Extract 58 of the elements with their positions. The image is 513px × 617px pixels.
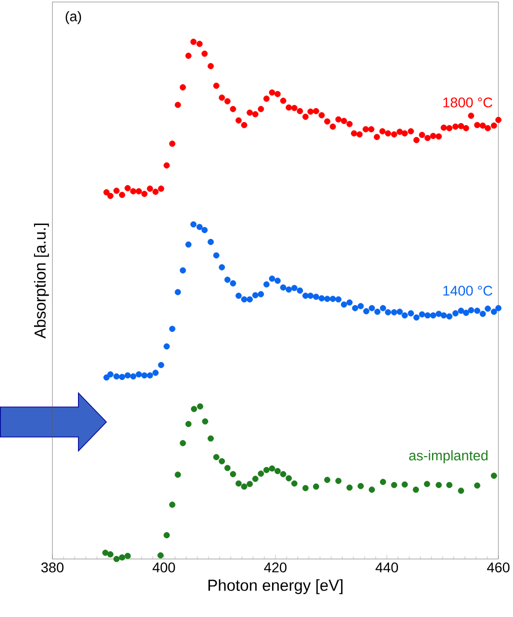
point (163, 532, 170, 538)
point (401, 481, 408, 488)
point (324, 476, 330, 483)
point (412, 486, 419, 493)
point (380, 478, 386, 486)
point (268, 465, 275, 472)
point (274, 468, 281, 474)
point (118, 554, 126, 561)
x-tick-label: 440 (375, 562, 398, 572)
series-label: 1400 °C (443, 286, 492, 296)
point (252, 476, 258, 482)
point (357, 482, 364, 490)
point (107, 551, 114, 558)
point (368, 486, 375, 493)
x-tick-label: 380 (41, 562, 64, 572)
text: (a) (66, 11, 81, 24)
point (258, 470, 264, 477)
point (196, 403, 204, 410)
point (224, 464, 230, 472)
point (157, 552, 164, 558)
x-tick-label: 420 (264, 562, 286, 572)
point (240, 483, 248, 490)
point (335, 478, 342, 484)
point (113, 556, 120, 562)
point (168, 502, 176, 508)
series-label: as-implanted (408, 450, 488, 464)
point (218, 458, 225, 464)
point (246, 480, 253, 488)
point (474, 482, 480, 489)
point (174, 472, 181, 478)
point (180, 440, 186, 446)
point (435, 482, 442, 488)
point (346, 484, 352, 491)
point (280, 471, 286, 478)
point (102, 550, 108, 556)
point (312, 483, 320, 490)
point (235, 480, 242, 487)
point (286, 475, 292, 482)
series-label: 1800 °C (443, 98, 492, 108)
point (230, 471, 236, 478)
x-tick-label: 460 (486, 562, 510, 572)
point (190, 406, 197, 412)
point (291, 480, 298, 487)
point (263, 466, 270, 474)
y-axis-title: Absorption [a.u.] (34, 224, 49, 338)
point (185, 420, 192, 428)
x-axis-title: Photon energy [eV] (208, 579, 342, 594)
x-tick-label: 400 (152, 562, 175, 572)
point (446, 482, 452, 488)
point (390, 482, 398, 488)
point (124, 552, 131, 559)
point (458, 488, 464, 494)
point (302, 485, 308, 492)
point (424, 480, 430, 488)
point (207, 435, 214, 442)
point (202, 418, 208, 425)
point (213, 454, 220, 460)
point (490, 472, 497, 479)
